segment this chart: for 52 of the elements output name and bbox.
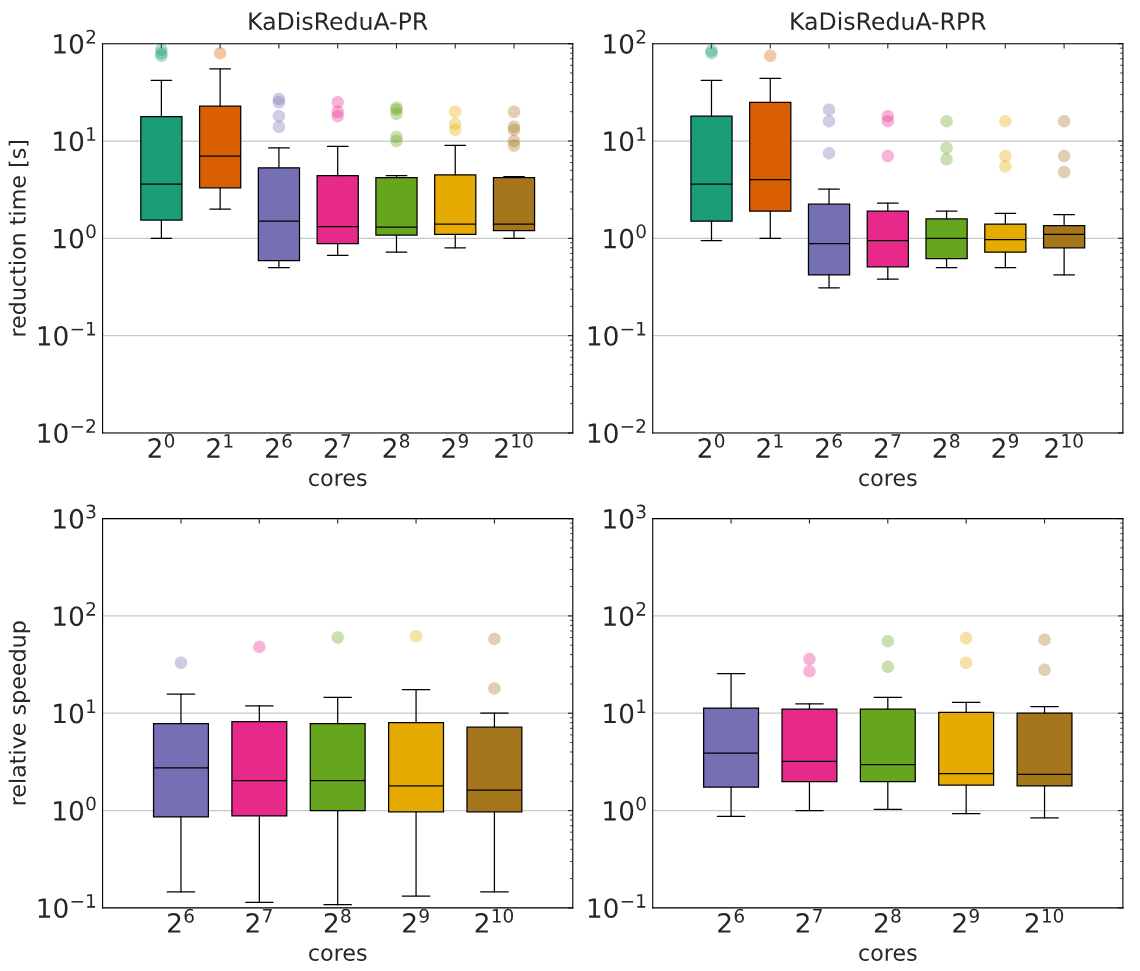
y-tick-label: 10$^{0}$: [54, 796, 96, 821]
y-tick-label: 10$^{−2}$: [588, 418, 646, 444]
x-tick-label: 2$^{9}$: [953, 908, 979, 933]
x-tick-label: 2$^{1}$: [757, 434, 783, 458]
y-tick-label: 10$^{3}$: [54, 504, 96, 529]
y-tick-label: 10$^{−2}$: [38, 418, 95, 444]
y-tick-label: 10$^{−1}$: [38, 894, 96, 919]
x-tick-label: 2$^{9}$: [992, 433, 1019, 458]
chart-title: KaDisReduA-PR: [249, 11, 428, 31]
x-tick-label: 2$^{7}$: [796, 909, 822, 933]
x-tick-label: 2$^{6}$: [168, 908, 194, 933]
y-tick-label: 10$^{0}$: [54, 224, 96, 249]
x-tick-label: 2$^{6}$: [816, 433, 842, 458]
y-tick-label: 10$^{0}$: [604, 224, 646, 249]
x-tick-label: 2$^{9}$: [403, 908, 429, 933]
y-tick-label: 10$^{1}$: [604, 127, 646, 152]
x-tick-label: 2$^{7}$: [246, 909, 272, 933]
y-tick-label: 10$^{2}$: [54, 29, 96, 54]
x-tick-label: 2$^{7}$: [324, 434, 351, 458]
x-tick-label: 2$^{7}$: [874, 434, 901, 458]
x-tick-label: 2$^{8}$: [874, 908, 901, 933]
x-tick-label: 2$^{9}$: [442, 433, 468, 458]
x-axis-title: cores: [859, 948, 917, 962]
x-axis-title: cores: [309, 473, 367, 487]
y-tick-label: 10$^{2}$: [604, 29, 646, 54]
y-tick-label: 10$^{−1}$: [588, 894, 646, 919]
x-tick-label: 2$^{1}$: [207, 434, 233, 458]
x-axis-title: cores: [859, 473, 917, 487]
x-tick-label: 2$^{0}$: [698, 433, 725, 458]
x-axis-title: cores: [309, 948, 367, 962]
y-tick-label: 10$^{1}$: [54, 127, 96, 152]
x-tick-label: 2$^{6}$: [718, 908, 744, 933]
x-tick-label: 2$^{8}$: [933, 433, 960, 458]
x-tick-label: 2$^{8}$: [324, 908, 351, 933]
chart-title: KaDisReduA-RPR: [791, 11, 986, 31]
x-tick-label: 2$^{10}$: [1045, 433, 1083, 458]
y-tick-label: 10$^{1}$: [604, 699, 646, 724]
x-tick-label: 2$^{8}$: [383, 433, 410, 458]
y-tick-label: 10$^{2}$: [54, 601, 96, 627]
y-tick-label: 10$^{3}$: [604, 504, 646, 529]
y-tick-label: 10$^{2}$: [604, 601, 646, 627]
x-tick-label: 2$^{6}$: [266, 433, 292, 458]
y-tick-label: 10$^{−1}$: [588, 321, 646, 346]
y-tick-label: 10$^{−1}$: [38, 321, 96, 346]
x-tick-label: 2$^{10}$: [1025, 908, 1064, 933]
y-axis-title: relative speedup: [8, 621, 31, 805]
y-axis-title: reduction time [s]: [8, 140, 29, 336]
y-tick-label: 10$^{1}$: [54, 699, 96, 724]
x-tick-label: 2$^{0}$: [148, 433, 175, 458]
x-tick-label: 2$^{10}$: [475, 908, 514, 933]
x-tick-label: 2$^{10}$: [495, 433, 533, 458]
y-tick-label: 10$^{0}$: [604, 796, 646, 821]
